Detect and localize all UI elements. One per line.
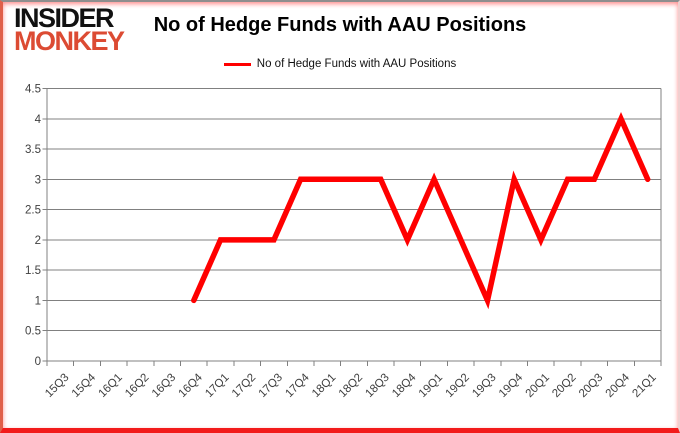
x-axis-label: 19Q3 (470, 372, 498, 400)
x-axis-label: 20Q3 (577, 372, 605, 400)
y-axis-label: 2.5 (25, 205, 41, 217)
x-axis-label: 18Q3 (363, 372, 391, 400)
legend: No of Hedge Funds with AAU Positions (130, 58, 550, 70)
y-axis-label: 3.5 (25, 144, 41, 156)
y-axis-label: 0 (35, 356, 41, 368)
x-axis-label: 15Q4 (70, 371, 99, 400)
x-axis-label: 16Q2 (123, 372, 151, 400)
x-axis-label: 18Q4 (390, 371, 419, 400)
y-axis-label: 2 (35, 235, 41, 247)
x-axis-label: 19Q1 (417, 372, 445, 400)
y-axis-label: 4.5 (25, 84, 41, 96)
x-axis-label: 16Q1 (96, 372, 124, 400)
x-axis-label: 15Q3 (43, 372, 71, 400)
insider-monkey-logo: INSIDER MONKEY (14, 3, 125, 56)
x-axis-label: 18Q2 (337, 372, 365, 400)
x-axis-label: 16Q3 (150, 372, 178, 400)
x-axis-label: 18Q1 (310, 372, 338, 400)
legend-line-swatch (223, 62, 251, 66)
logo-line-monkey: MONKEY (14, 25, 125, 56)
chart-title: No of Hedge Funds with AAU Positions (153, 14, 527, 36)
x-axis-label: 17Q4 (283, 371, 312, 400)
x-axis-label: 17Q3 (257, 372, 285, 400)
y-axis-label: 1 (35, 295, 41, 307)
x-axis-label: 20Q1 (524, 372, 552, 400)
x-axis-label: 19Q4 (497, 371, 526, 400)
y-axis-label: 4 (35, 114, 42, 126)
x-axis-label: 21Q1 (630, 372, 658, 400)
series-line (191, 111, 651, 310)
x-axis-label: 16Q4 (177, 371, 206, 400)
x-axis-label: 17Q2 (230, 372, 258, 400)
x-axis-label: 20Q2 (550, 372, 578, 400)
y-axis-label: 0.5 (25, 326, 41, 338)
logo-line-insider: INSIDER (14, 3, 115, 33)
x-axis-label: 17Q1 (203, 372, 231, 400)
y-axis-label: 1.5 (25, 265, 41, 277)
legend-label: No of Hedge Funds with AAU Positions (256, 58, 457, 70)
y-axis-label: 3 (35, 174, 41, 186)
x-axis-label: 19Q2 (444, 372, 472, 400)
x-axis-label: 20Q4 (604, 371, 633, 400)
